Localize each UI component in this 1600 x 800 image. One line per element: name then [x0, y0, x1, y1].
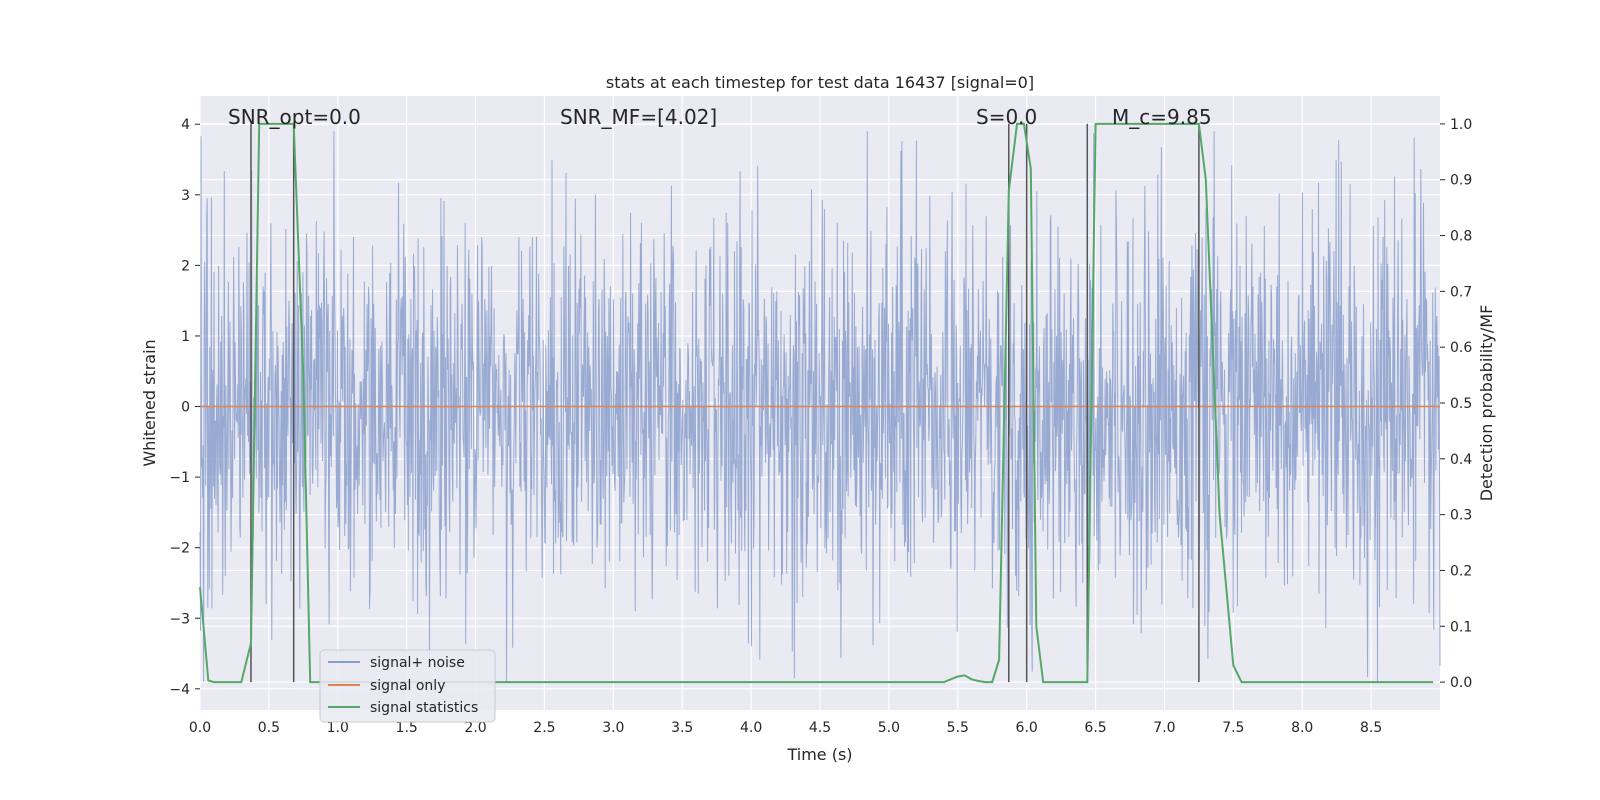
y-axis-label: Whitened strain: [140, 339, 159, 466]
x-tick-label: 0.5: [258, 720, 280, 736]
signal-noise-line: [199, 131, 1441, 682]
y-tick-label: 4: [181, 117, 190, 133]
y2-tick-label: 0.4: [1450, 452, 1472, 468]
x-tick-label: 5.0: [878, 720, 900, 736]
y2-tick-label: 0.0: [1450, 675, 1472, 691]
annotation-snr-mf: SNR_MF=[4.02]: [560, 105, 717, 129]
x-tick-label: 3.5: [671, 720, 693, 736]
y-tick-label: −2: [169, 541, 190, 557]
x-tick-label: 0.0: [189, 720, 211, 736]
x-tick-label: 6.5: [1084, 720, 1106, 736]
y-tick-label: −3: [169, 611, 190, 627]
y-tick-label: 1: [181, 329, 190, 345]
legend-label-signal-noise: signal+ noise: [370, 655, 465, 671]
y2-axis-label: Detection probability/MF: [1477, 305, 1496, 502]
legend: signal+ noise signal only signal statist…: [319, 649, 496, 723]
y2-tick-label: 0.7: [1450, 284, 1472, 300]
x-tick-label: 6.0: [1016, 720, 1038, 736]
y2-axis-ticks: 1.0 0.9 0.8 0.7 0.6 0.5 0.4 0.3 0.2 0.1 0.0: [1440, 117, 1472, 691]
y-tick-label: −1: [169, 470, 190, 486]
x-tick-label: 2.5: [533, 720, 555, 736]
x-tick-label: 8.5: [1360, 720, 1382, 736]
x-tick-label: 4.0: [740, 720, 762, 736]
y2-tick-label: 1.0: [1450, 117, 1472, 133]
y-axis-ticks: 4 3 2 1 0 −1 −2 −3 −4: [169, 117, 200, 698]
annotation-snr-opt: SNR_opt=0.0: [228, 105, 361, 129]
y2-tick-label: 0.3: [1450, 508, 1472, 524]
x-tick-label: 1.0: [327, 720, 349, 736]
legend-box: [319, 649, 496, 723]
x-tick-label: 4.5: [809, 720, 831, 736]
x-tick-label: 7.0: [1153, 720, 1175, 736]
y2-tick-label: 0.1: [1450, 619, 1472, 635]
y2-tick-label: 0.8: [1450, 229, 1472, 245]
y-tick-label: 0: [181, 400, 190, 416]
series-signal-statistics: [199, 122, 1434, 684]
y2-tick-label: 0.2: [1450, 563, 1472, 579]
y-tick-label: 2: [181, 258, 190, 274]
x-tick-label: 5.5: [947, 720, 969, 736]
x-tick-label: 2.0: [464, 720, 486, 736]
y2-tick-label: 0.5: [1450, 396, 1472, 412]
x-tick-label: 7.5: [1222, 720, 1244, 736]
y-tick-label: 3: [181, 188, 190, 204]
x-tick-label: 8.0: [1291, 720, 1313, 736]
series-signal-noise: [199, 131, 1441, 682]
y2-tick-label: 0.9: [1450, 173, 1472, 189]
legend-label-signal-only: signal only: [370, 678, 445, 694]
annotation-mc: M_c=9.85: [1112, 105, 1212, 129]
x-tick-label: 3.0: [602, 720, 624, 736]
x-axis-label: Time (s): [786, 745, 852, 764]
x-axis-ticks: 0.0 0.5 1.0 1.5 2.0 2.5 3.0 3.5 4.0 4.5 5.0 5.5 6.0 6…: [189, 720, 1382, 736]
chart-title: stats at each timestep for test data 164…: [606, 73, 1034, 92]
annotation-s: S=0.0: [976, 105, 1037, 129]
legend-label-signal-statistics: signal statistics: [370, 700, 478, 716]
x-tick-label: 1.5: [396, 720, 418, 736]
signal-statistics-line: [199, 122, 1434, 684]
y-tick-label: −4: [169, 682, 190, 698]
y2-tick-label: 0.6: [1450, 340, 1472, 356]
